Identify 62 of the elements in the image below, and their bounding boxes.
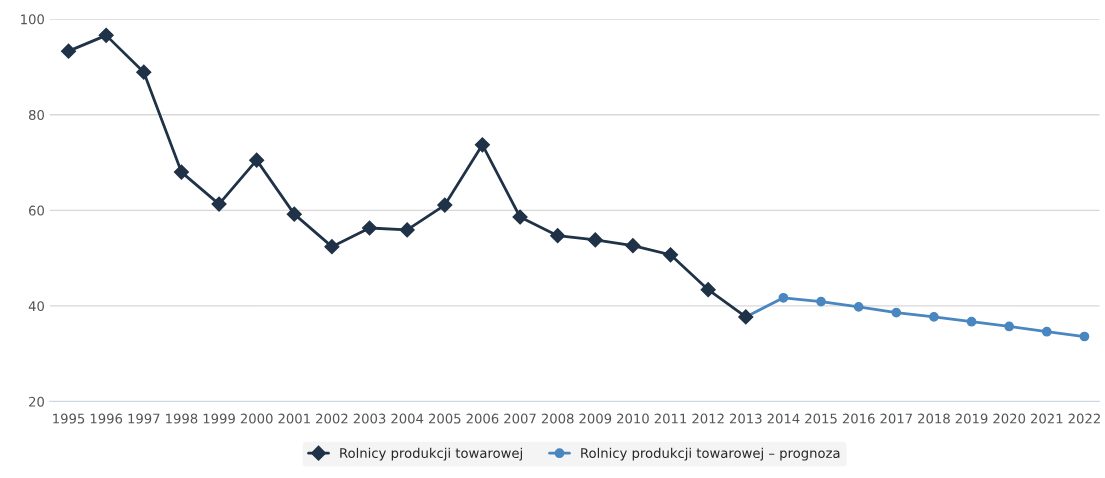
x-tick-label: 2007 xyxy=(504,413,536,424)
x-tick-label: 2002 xyxy=(316,413,348,424)
point xyxy=(625,238,641,254)
x-tick-label: 2015 xyxy=(805,413,837,424)
point xyxy=(853,302,864,312)
point xyxy=(966,316,977,327)
y-tick-label: 40 xyxy=(28,301,44,312)
x-tick-label: 2022 xyxy=(1068,413,1100,424)
y-tick-label: 80 xyxy=(28,109,44,120)
point xyxy=(700,282,716,298)
point xyxy=(324,239,340,255)
x-tick-label: 2014 xyxy=(767,413,800,424)
x-tick-label: 1995 xyxy=(53,413,85,424)
point xyxy=(1041,326,1052,337)
y-tick-label: 60 xyxy=(29,205,44,216)
point xyxy=(361,220,378,236)
point xyxy=(249,152,265,168)
x-tick-label: 2011 xyxy=(654,413,687,424)
x-tick-label: 2010 xyxy=(617,413,649,424)
x-tick-label: 2000 xyxy=(240,413,273,424)
x-tick-label: 1998 xyxy=(166,413,198,424)
point xyxy=(173,164,189,180)
x-tick-label: 2020 xyxy=(993,413,1026,424)
point xyxy=(778,292,789,303)
x-tick-label: 2005 xyxy=(428,413,461,424)
x-tick-label: 2009 xyxy=(579,413,612,424)
x-tick-label: 2013 xyxy=(729,413,762,424)
x-tick-label: 2016 xyxy=(842,413,875,424)
point xyxy=(136,64,152,80)
x-tick-label: 2006 xyxy=(466,413,499,424)
point xyxy=(929,312,939,322)
point xyxy=(98,27,114,43)
x-tick-label: 2021 xyxy=(1030,413,1063,424)
y-tick-label: 20 xyxy=(29,396,44,407)
point xyxy=(474,137,490,153)
point xyxy=(60,43,77,59)
point xyxy=(399,222,415,238)
point xyxy=(437,197,453,213)
legend-label: Rolnicy produkcji towarowej xyxy=(340,447,522,461)
point xyxy=(1079,331,1090,342)
y-tick-label: 100 xyxy=(21,14,44,25)
point xyxy=(816,296,826,307)
x-tick-label: 2017 xyxy=(880,413,912,424)
x-tick-label: 1996 xyxy=(90,413,123,424)
point xyxy=(286,206,302,222)
point xyxy=(662,247,679,263)
x-tick-label: 2004 xyxy=(391,413,424,424)
point xyxy=(891,307,902,318)
x-tick-label: 2008 xyxy=(541,413,574,424)
x-tick-label: 2003 xyxy=(353,413,386,424)
point xyxy=(211,196,227,212)
point xyxy=(512,209,528,225)
x-tick-label: 1999 xyxy=(203,413,235,424)
x-tick-label: 1997 xyxy=(128,413,160,424)
point xyxy=(550,228,566,244)
point xyxy=(587,232,603,248)
x-tick-label: 2019 xyxy=(955,413,988,424)
x-tick-label: 2018 xyxy=(918,413,950,424)
x-tick-label: 2012 xyxy=(692,413,724,424)
point xyxy=(1004,321,1015,332)
legend-label: Rolnicy produkcji towarowej – prognoza xyxy=(581,447,840,461)
x-tick-label: 2001 xyxy=(278,413,310,424)
